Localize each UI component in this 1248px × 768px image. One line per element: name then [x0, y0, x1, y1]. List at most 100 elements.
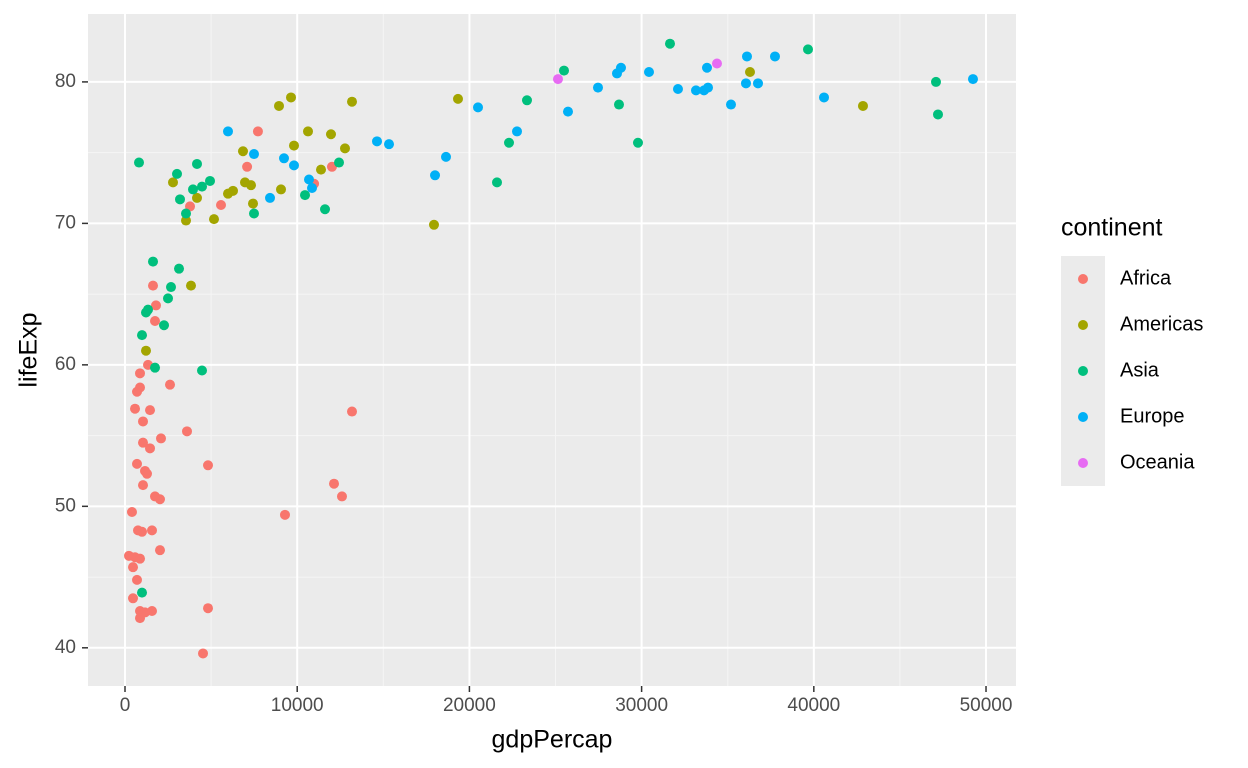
point — [130, 403, 141, 414]
point — [347, 406, 358, 417]
point — [384, 139, 395, 150]
point — [632, 137, 643, 148]
point — [279, 153, 290, 164]
point — [592, 82, 603, 93]
point — [242, 161, 253, 172]
point — [147, 606, 158, 617]
panel — [88, 14, 1016, 686]
y-tick-label: 50 — [55, 495, 76, 516]
y-tick-label: 70 — [55, 212, 76, 233]
point — [698, 85, 709, 96]
point — [307, 183, 318, 194]
point — [192, 192, 203, 203]
point — [197, 181, 208, 192]
point — [185, 280, 196, 291]
point — [151, 300, 162, 311]
legend-label: Americas — [1120, 313, 1203, 335]
point — [147, 525, 158, 536]
point — [512, 126, 523, 137]
point — [150, 315, 161, 326]
point — [664, 38, 675, 49]
point — [289, 140, 300, 151]
point — [181, 426, 192, 437]
point — [930, 76, 941, 87]
point — [690, 85, 701, 96]
point — [223, 126, 234, 137]
point — [128, 562, 139, 573]
x-tick-label: 40000 — [787, 695, 840, 716]
legend-label: Europe — [1120, 405, 1185, 427]
point — [347, 96, 358, 107]
point — [452, 93, 463, 104]
point — [172, 168, 183, 179]
point — [154, 494, 165, 505]
point — [166, 282, 177, 293]
point — [216, 199, 227, 210]
point — [145, 443, 156, 454]
point — [159, 320, 170, 331]
point — [802, 44, 813, 55]
x-tick-label: 10000 — [271, 695, 324, 716]
point — [140, 307, 151, 318]
point — [611, 68, 622, 79]
point — [134, 157, 145, 168]
point — [138, 480, 149, 491]
point — [430, 170, 441, 181]
point — [441, 151, 452, 162]
point — [249, 208, 260, 219]
point — [857, 100, 868, 111]
point — [135, 368, 146, 379]
point — [188, 184, 199, 195]
point — [274, 100, 285, 111]
point — [932, 109, 943, 120]
point — [644, 67, 655, 78]
legend-key — [1078, 366, 1088, 376]
point — [769, 51, 780, 62]
point — [967, 74, 978, 85]
point — [329, 478, 340, 489]
point — [167, 177, 178, 188]
point — [141, 468, 152, 479]
legend-label: Asia — [1120, 359, 1160, 381]
point — [752, 78, 763, 89]
point — [205, 175, 216, 186]
point — [552, 74, 563, 85]
point — [336, 491, 347, 502]
legend-label: Africa — [1120, 267, 1172, 289]
point — [138, 416, 149, 427]
point — [300, 190, 311, 201]
legend-key — [1078, 320, 1088, 330]
legend-key — [1078, 412, 1088, 422]
legend-key — [1078, 274, 1088, 284]
y-tick-label: 60 — [55, 354, 76, 375]
point — [428, 219, 439, 230]
point — [521, 95, 532, 106]
point — [741, 51, 752, 62]
point — [138, 437, 149, 448]
point — [148, 256, 159, 267]
point — [175, 194, 186, 205]
point — [613, 99, 624, 110]
legend-key — [1078, 458, 1088, 468]
x-tick-label: 20000 — [443, 695, 496, 716]
point — [491, 177, 502, 188]
point — [181, 208, 192, 219]
point — [163, 293, 174, 304]
point — [289, 160, 300, 171]
point — [711, 58, 722, 69]
point — [148, 280, 159, 291]
x-tick-label: 0 — [120, 695, 131, 716]
point — [249, 149, 260, 160]
point — [135, 613, 146, 624]
point — [334, 157, 345, 168]
point — [132, 386, 143, 397]
point — [154, 545, 165, 556]
point — [137, 526, 148, 537]
point — [181, 215, 192, 226]
point — [725, 99, 736, 110]
point — [137, 587, 148, 598]
y-axis-title: lifeExp — [15, 312, 43, 387]
point — [819, 92, 830, 103]
point — [126, 506, 137, 517]
point — [145, 405, 156, 416]
